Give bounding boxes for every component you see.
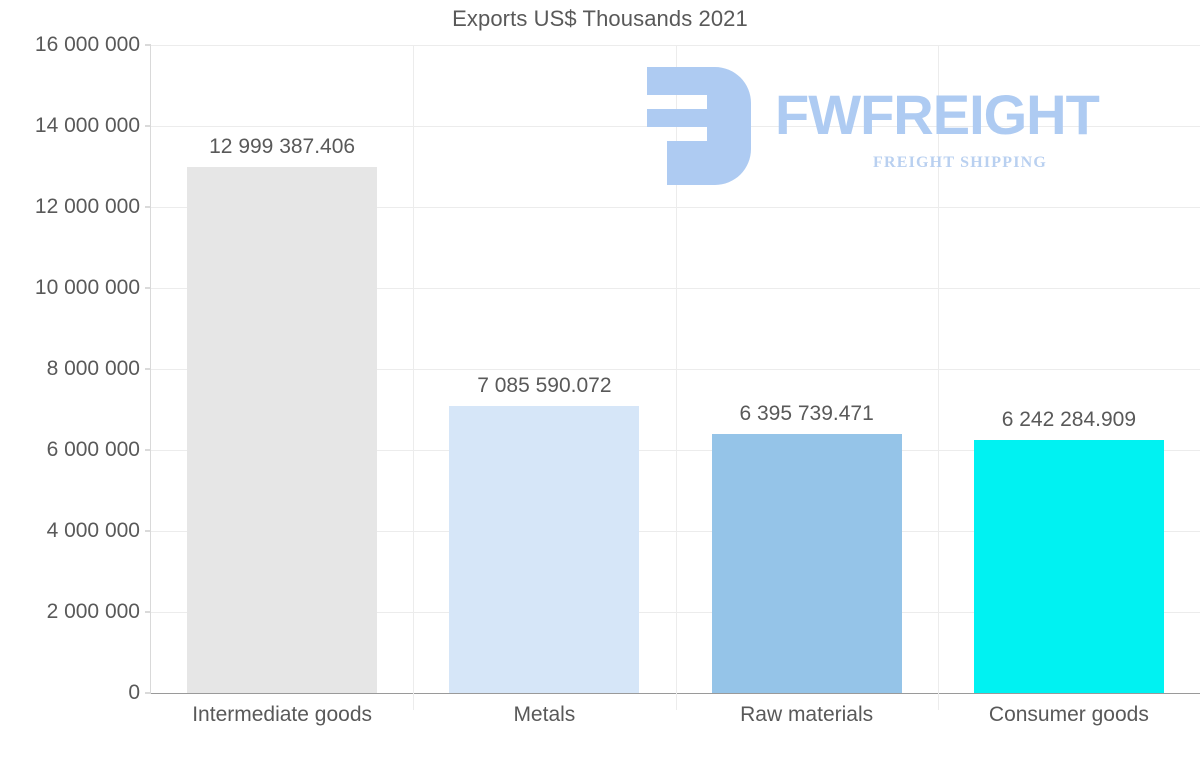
y-axis-tick-label: 0 [128, 681, 140, 704]
category-divider [938, 45, 939, 710]
y-axis-tick-label: 2 000 000 [46, 600, 140, 623]
plot-area: 12 999 387.406 7 085 590.072 6 395 739.471… [151, 45, 1200, 710]
y-axis-tick-label: 4 000 000 [46, 519, 140, 542]
y-axis-tick-mark [145, 692, 151, 694]
chart-title: Exports US$ Thousands 2021 [452, 6, 748, 31]
y-axis-tick-mark [145, 206, 151, 208]
y-axis-tick-mark [145, 368, 151, 370]
bar[interactable] [449, 406, 640, 693]
x-axis-tick-label: Intermediate goods [192, 703, 373, 726]
y-axis-tick-mark [145, 125, 151, 127]
gridline [151, 450, 1200, 451]
y-axis-tick-mark [145, 449, 151, 451]
gridline [151, 207, 1200, 208]
y-axis-tick-label: 12 000 000 [34, 195, 140, 218]
x-axis-tick-label: Consumer goods [988, 703, 1149, 726]
y-axis-tick-label: 6 000 000 [46, 438, 140, 461]
bar-value-label: 7 085 590.072 [477, 374, 612, 398]
bar-value-label: 6 395 739.471 [739, 401, 874, 425]
bar[interactable] [711, 433, 902, 693]
gridline [151, 288, 1200, 289]
gridline [151, 531, 1200, 532]
y-axis: 0 2 000 000 4 000 000 6 000 000 8 000 000 10 … [0, 33, 1200, 704]
gridline [151, 693, 1200, 694]
bar[interactable] [973, 440, 1164, 693]
y-axis-tick-label: 10 000 000 [34, 276, 140, 299]
y-axis-tick-mark [145, 611, 151, 613]
x-axis-tick-label: Metals [513, 703, 576, 726]
y-axis-tick-label: 14 000 000 [34, 114, 140, 137]
category-divider [413, 45, 414, 710]
gridline [151, 612, 1200, 613]
bar-value-label: 12 999 387.406 [209, 134, 356, 158]
bar-value-label: 6 242 284.909 [1001, 408, 1137, 432]
x-axis-tick-label: Raw materials [740, 703, 874, 726]
y-axis-line [150, 45, 151, 694]
y-axis-tick-mark [145, 44, 151, 46]
bar[interactable] [187, 166, 378, 693]
category-divider [676, 45, 677, 710]
y-axis-tick-mark [145, 287, 151, 289]
y-axis-tick-label: 8 000 000 [46, 357, 140, 380]
y-axis-tick-mark [145, 530, 151, 532]
gridline [151, 369, 1200, 370]
y-axis-tick-label: 16 000 000 [34, 33, 140, 56]
gridline [151, 45, 1200, 46]
